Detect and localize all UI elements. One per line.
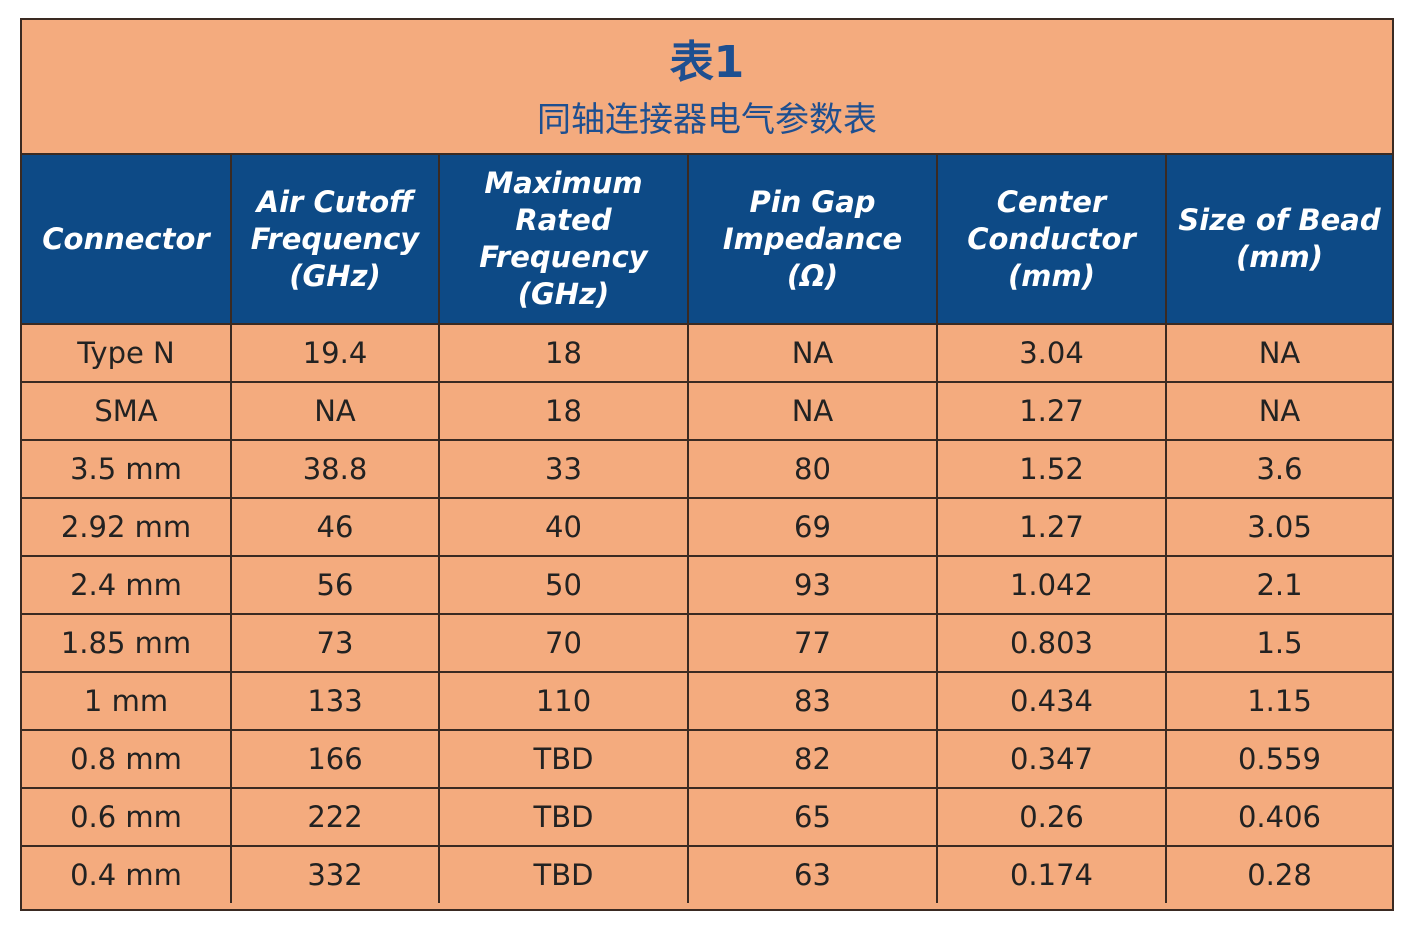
cell-maximum-rated-frequency: 50 <box>438 555 689 615</box>
cell-center-conductor: 0.174 <box>936 845 1167 903</box>
cell-connector: 0.6 mm <box>22 787 232 847</box>
table-row: 0.4 mm 332 TBD 63 0.174 0.28 <box>22 845 1392 903</box>
cell-pin-gap-impedance: 77 <box>687 613 938 673</box>
cell-center-conductor: 0.26 <box>936 787 1167 847</box>
header-air-cutoff-frequency: Air Cutoff Frequency (GHz) <box>230 155 440 325</box>
table-row: 1.85 mm 73 70 77 0.803 1.5 <box>22 613 1392 673</box>
table-row: 0.6 mm 222 TBD 65 0.26 0.406 <box>22 787 1392 847</box>
cell-air-cutoff-frequency: 166 <box>230 729 440 789</box>
cell-center-conductor: 1.042 <box>936 555 1167 615</box>
cell-center-conductor: 1.27 <box>936 497 1167 557</box>
cell-center-conductor: 3.04 <box>936 323 1167 383</box>
cell-center-conductor: 1.52 <box>936 439 1167 499</box>
cell-air-cutoff-frequency: 19.4 <box>230 323 440 383</box>
table-row: 3.5 mm 38.8 33 80 1.52 3.6 <box>22 439 1392 499</box>
cell-maximum-rated-frequency: 110 <box>438 671 689 731</box>
header-label: Air Cutoff Frequency (GHz) <box>250 184 420 293</box>
cell-maximum-rated-frequency: 33 <box>438 439 689 499</box>
header-maximum-rated-frequency: Maximum Rated Frequency (GHz) <box>438 155 689 325</box>
table-number: 表1 <box>669 37 745 88</box>
header-connector: Connector <box>22 155 232 325</box>
cell-maximum-rated-frequency: 70 <box>438 613 689 673</box>
cell-air-cutoff-frequency: 46 <box>230 497 440 557</box>
cell-connector: 0.8 mm <box>22 729 232 789</box>
cell-center-conductor: 0.434 <box>936 671 1167 731</box>
cell-air-cutoff-frequency: NA <box>230 381 440 441</box>
cell-maximum-rated-frequency: TBD <box>438 729 689 789</box>
table-row: Type N 19.4 18 NA 3.04 NA <box>22 323 1392 383</box>
cell-size-of-bead: 3.05 <box>1165 497 1392 557</box>
header-center-conductor: Center Conductor (mm) <box>936 155 1167 325</box>
cell-size-of-bead: 0.406 <box>1165 787 1392 847</box>
header-pin-gap-impedance: Pin Gap Impedance (Ω) <box>687 155 938 325</box>
cell-size-of-bead: NA <box>1165 381 1392 441</box>
cell-center-conductor: 0.347 <box>936 729 1167 789</box>
cell-size-of-bead: 3.6 <box>1165 439 1392 499</box>
table-row: 1 mm 133 110 83 0.434 1.15 <box>22 671 1392 731</box>
cell-size-of-bead: 0.28 <box>1165 845 1392 903</box>
table-row: 0.8 mm 166 TBD 82 0.347 0.559 <box>22 729 1392 789</box>
cell-connector: SMA <box>22 381 232 441</box>
cell-air-cutoff-frequency: 56 <box>230 555 440 615</box>
cell-connector: Type N <box>22 323 232 383</box>
table-title-block: 表1 同轴连接器电气参数表 <box>22 20 1392 155</box>
cell-connector: 2.4 mm <box>22 555 232 615</box>
cell-air-cutoff-frequency: 73 <box>230 613 440 673</box>
cell-pin-gap-impedance: 80 <box>687 439 938 499</box>
cell-maximum-rated-frequency: 18 <box>438 381 689 441</box>
cell-pin-gap-impedance: 63 <box>687 845 938 903</box>
table-caption: 同轴连接器电气参数表 <box>537 100 877 140</box>
cell-connector: 0.4 mm <box>22 845 232 903</box>
cell-maximum-rated-frequency: 18 <box>438 323 689 383</box>
cell-size-of-bead: 2.1 <box>1165 555 1392 615</box>
cell-size-of-bead: 1.5 <box>1165 613 1392 673</box>
header-label: Center Conductor (mm) <box>967 184 1136 293</box>
cell-air-cutoff-frequency: 332 <box>230 845 440 903</box>
cell-air-cutoff-frequency: 222 <box>230 787 440 847</box>
header-label: Size of Bead (mm) <box>1178 203 1381 274</box>
connector-parameters-table: Connector Air Cutoff Frequency (GHz) Max… <box>22 155 1392 903</box>
header-label: Connector <box>42 221 210 256</box>
header-label: Maximum Rated Frequency (GHz) <box>479 166 648 311</box>
cell-pin-gap-impedance: 82 <box>687 729 938 789</box>
table-header-row: Connector Air Cutoff Frequency (GHz) Max… <box>22 155 1392 325</box>
table-row: 2.4 mm 56 50 93 1.042 2.1 <box>22 555 1392 615</box>
cell-air-cutoff-frequency: 38.8 <box>230 439 440 499</box>
cell-size-of-bead: 1.15 <box>1165 671 1392 731</box>
cell-pin-gap-impedance: 83 <box>687 671 938 731</box>
cell-pin-gap-impedance: 69 <box>687 497 938 557</box>
cell-pin-gap-impedance: 65 <box>687 787 938 847</box>
header-label: Pin Gap Impedance (Ω) <box>722 184 903 293</box>
cell-center-conductor: 1.27 <box>936 381 1167 441</box>
cell-size-of-bead: 0.559 <box>1165 729 1392 789</box>
connector-table-figure: 表1 同轴连接器电气参数表 Connector Air Cutoff Frequ… <box>20 18 1394 911</box>
cell-maximum-rated-frequency: 40 <box>438 497 689 557</box>
cell-size-of-bead: NA <box>1165 323 1392 383</box>
table-row: SMA NA 18 NA 1.27 NA <box>22 381 1392 441</box>
cell-connector: 3.5 mm <box>22 439 232 499</box>
cell-center-conductor: 0.803 <box>936 613 1167 673</box>
cell-maximum-rated-frequency: TBD <box>438 787 689 847</box>
table-row: 2.92 mm 46 40 69 1.27 3.05 <box>22 497 1392 557</box>
cell-connector: 1 mm <box>22 671 232 731</box>
cell-pin-gap-impedance: NA <box>687 381 938 441</box>
header-size-of-bead: Size of Bead (mm) <box>1165 155 1392 325</box>
cell-connector: 2.92 mm <box>22 497 232 557</box>
cell-pin-gap-impedance: 93 <box>687 555 938 615</box>
cell-pin-gap-impedance: NA <box>687 323 938 383</box>
cell-air-cutoff-frequency: 133 <box>230 671 440 731</box>
cell-connector: 1.85 mm <box>22 613 232 673</box>
cell-maximum-rated-frequency: TBD <box>438 845 689 903</box>
